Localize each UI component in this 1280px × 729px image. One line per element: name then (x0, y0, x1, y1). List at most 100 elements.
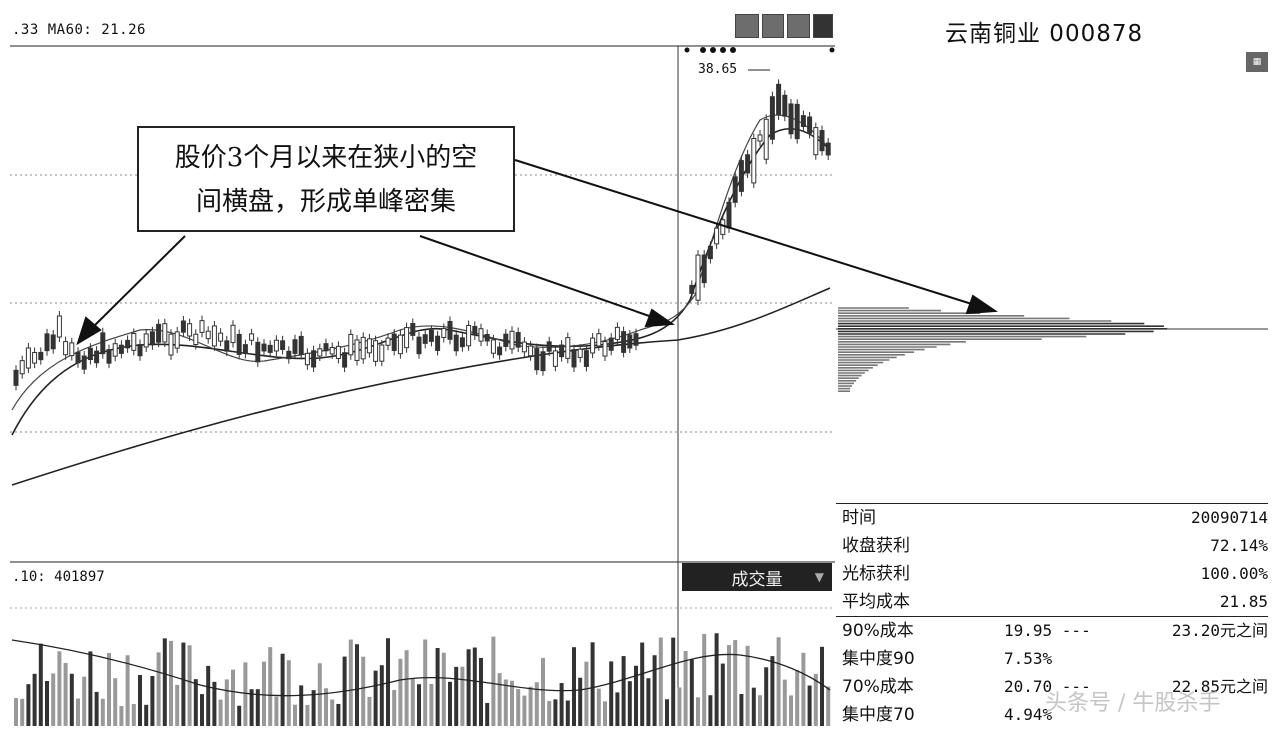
volume-bar (720, 663, 725, 726)
volume-bar (770, 656, 775, 726)
volume-bar (82, 676, 87, 726)
candle (379, 344, 385, 362)
toolbar-button-3[interactable] (787, 14, 810, 38)
candle (720, 219, 726, 235)
candle (168, 333, 174, 356)
range-right: 23.20元之间 (1171, 621, 1268, 640)
candle (385, 337, 391, 346)
volume-bar (423, 639, 428, 726)
volume-bar (107, 653, 111, 726)
callout-arrows (76, 159, 998, 346)
candle (366, 338, 372, 354)
volume-bar (175, 684, 180, 726)
volume-bar (621, 656, 626, 726)
range-row-70-concentration: 集中度70 4.94% (836, 701, 1268, 729)
volume-bar (547, 701, 552, 726)
volume-bar (714, 633, 719, 726)
volume-indicator-select[interactable]: 成交量 ▼ (682, 563, 832, 591)
candle (515, 332, 521, 348)
volume-bar (553, 699, 558, 726)
volume-bar (187, 645, 192, 726)
candle (559, 344, 565, 358)
volume-bar (665, 699, 669, 726)
candle (205, 330, 211, 340)
volume-bar (627, 681, 632, 726)
toolbar-button-2[interactable] (762, 14, 785, 38)
annotation-callout: 股价3个月以来在狭小的空 间横盘，形成单峰密集 (137, 126, 515, 232)
volume-bar (807, 685, 812, 726)
candle (360, 336, 366, 360)
volume-bar (38, 643, 43, 726)
volume-bar (51, 673, 56, 726)
candle (726, 201, 732, 229)
volume-bars (14, 633, 831, 726)
volume-indicator-label: .10: 401897 (12, 569, 105, 585)
volume-bar (20, 698, 25, 726)
volume-bar (677, 687, 682, 726)
candle (211, 325, 217, 347)
candle (94, 350, 100, 364)
chart-icon[interactable]: ▦ (1246, 52, 1268, 72)
candle (627, 334, 633, 349)
volume-bar (417, 684, 421, 726)
candle (807, 116, 813, 134)
candle (32, 352, 38, 364)
candle (25, 347, 31, 369)
volume-bar (776, 637, 781, 726)
chevron-down-icon: ▼ (814, 570, 824, 584)
candle (546, 341, 552, 352)
range-row-70-cost: 70%成本 20.70 --- 22.85元之间 (836, 673, 1268, 701)
volume-bar (255, 689, 260, 726)
candle (81, 355, 87, 370)
volume-bar (572, 647, 576, 726)
volume-bar (435, 647, 440, 726)
info-key: 光标获利 (842, 564, 910, 584)
volume-bar (150, 675, 155, 726)
info-value: 72.14% (1210, 536, 1268, 555)
info-row-close-profit: 收盘获利 72.14% (836, 532, 1268, 560)
candle (304, 352, 310, 366)
candle (106, 349, 112, 364)
volume-bar (311, 690, 316, 726)
volume-bar (789, 695, 793, 726)
info-value: 21.85 (1219, 592, 1268, 611)
candle (162, 323, 168, 343)
volume-bar (63, 662, 68, 726)
volume-bar (454, 666, 459, 726)
candle (583, 350, 589, 367)
candle (484, 334, 490, 342)
volume-bar (348, 639, 353, 726)
stock-title: 云南铜业 000878 (945, 21, 1144, 47)
volume-bar (94, 691, 99, 726)
volume-bar (609, 661, 614, 726)
candle (242, 344, 248, 354)
volume-bar (441, 652, 446, 726)
candle (19, 360, 25, 375)
candle (763, 118, 769, 160)
volume-bar (212, 681, 217, 726)
volume-bar (479, 657, 483, 726)
volume-bar (324, 688, 328, 726)
candle (236, 333, 242, 355)
volume-bar (534, 682, 539, 726)
volume-bar (193, 679, 198, 726)
volume-bar (733, 640, 738, 726)
candle (701, 254, 707, 284)
chart-toolbar (735, 14, 833, 38)
candle (63, 341, 69, 356)
volume-bar (26, 684, 31, 726)
info-row-cursor-profit: 光标获利 100.00% (836, 560, 1268, 588)
candle (273, 339, 279, 352)
range-mid: 20.70 --- (1004, 677, 1091, 696)
candle (534, 348, 540, 371)
volume-bar (249, 689, 254, 726)
toolbar-button-1[interactable] (735, 14, 760, 38)
candle (342, 352, 348, 368)
candle (255, 341, 261, 363)
volume-bar (801, 652, 806, 726)
volume-bar (708, 695, 713, 726)
expand-arrow-icon[interactable] (812, 14, 833, 38)
candle (428, 329, 434, 342)
volume-bar (727, 645, 731, 726)
candle (794, 103, 800, 140)
